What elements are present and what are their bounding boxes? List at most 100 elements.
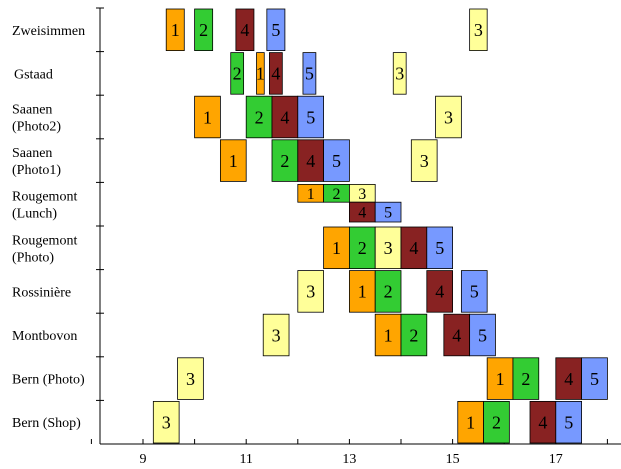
bar-label: 4 (280, 107, 289, 127)
bar-label: 3 (395, 64, 404, 84)
bar-group-1 (323, 226, 350, 269)
bar-label: 5 (590, 369, 599, 389)
bar-group-2 (400, 313, 428, 357)
bar-group-5 (469, 313, 496, 357)
bar-group-1 (219, 139, 247, 182)
bar-label: 5 (305, 64, 314, 84)
bar-label: 4 (564, 369, 573, 389)
bar-label: 1 (496, 369, 505, 389)
bar-label: 3 (162, 413, 171, 433)
bar-label: 2 (492, 413, 501, 433)
bar-group-2 (245, 95, 273, 139)
category-label: Bern (Photo) (12, 373, 85, 388)
y-axis: Zweisimmen Gstaad Saanen (Photo2) Saanen (Pho… (12, 7, 104, 444)
category-label-line: Saanen (12, 146, 52, 161)
category-label: Bern (Shop) (12, 416, 81, 431)
bar-label: 1 (307, 186, 315, 203)
bar-label: 2 (409, 325, 418, 345)
bar-group-4 (235, 8, 255, 51)
category-label-line: Rougemont (12, 190, 77, 205)
bar-group-3 (177, 357, 204, 400)
category-label-line: (Photo) (12, 250, 54, 265)
category-label-line: Rougemont (12, 233, 77, 248)
category-label-line: (Photo2) (12, 120, 61, 135)
bar-group-1 (256, 52, 265, 95)
bar-group-2 (271, 139, 299, 182)
bar-label: 4 (435, 282, 444, 302)
bar-group-5 (581, 357, 608, 400)
bar-group-4 (555, 357, 582, 400)
bar-label: 4 (271, 64, 280, 84)
bar-label: 3 (358, 186, 366, 203)
bar-group-2 (512, 357, 540, 400)
bar-label: 4 (409, 238, 418, 258)
x-tick-label: 17 (549, 452, 563, 467)
bar-group-1 (194, 95, 221, 139)
bar-label: 4 (240, 20, 249, 40)
bar-label: 1 (466, 413, 475, 433)
bar-group-2 (348, 226, 376, 269)
x-tick-label: 11 (239, 452, 252, 467)
bar-label: 5 (564, 413, 573, 433)
bar-group-5 (323, 139, 350, 182)
bar-label: 3 (186, 369, 195, 389)
bar-group-3 (435, 95, 462, 139)
bar-label: 3 (444, 107, 453, 127)
bar-group-4 (529, 400, 557, 444)
bar-group-4 (297, 139, 324, 182)
category-label-line: Bern (Photo) (12, 373, 85, 388)
bar-group-1 (486, 357, 514, 400)
bar-label: 2 (333, 186, 341, 203)
bar-label: 5 (478, 325, 487, 345)
bar-group-3 (297, 270, 324, 313)
bar-group-1 (348, 270, 376, 313)
bar-label: 1 (332, 238, 341, 258)
bar-label: 2 (199, 20, 208, 40)
bar-label: 3 (272, 325, 281, 345)
bar-group-1 (165, 8, 185, 51)
bar-label: 2 (255, 107, 264, 127)
bar-group-4 (426, 270, 453, 313)
x-tick-label: 9 (140, 452, 147, 467)
bar-label: 1 (384, 325, 393, 345)
bar-label: 5 (435, 238, 444, 258)
bar-group-2 (374, 270, 402, 313)
bar-label: 1 (256, 64, 265, 84)
bar-group-3 (262, 313, 290, 357)
category-label-line: (Photo1) (12, 163, 61, 178)
category-label: Saanen (Photo2) (12, 103, 61, 135)
bar-label: 1 (203, 107, 212, 127)
bar-label: 5 (332, 151, 341, 171)
bar-label: 5 (306, 107, 315, 127)
bar-label: 5 (384, 205, 392, 222)
bar-group-3 (392, 52, 407, 95)
bar-group-2 (194, 8, 214, 51)
bar-label: 5 (271, 20, 280, 40)
bar-label: 3 (474, 20, 483, 40)
bar-group-4 (400, 226, 428, 269)
bar-group-3 (152, 400, 180, 444)
bar-label: 2 (384, 282, 393, 302)
bar-group-3 (374, 226, 402, 269)
category-label-line: Gstaad (14, 67, 53, 82)
bar-label: 2 (280, 151, 289, 171)
bar-label: 4 (452, 325, 461, 345)
x-tick-label: 13 (342, 452, 356, 467)
x-axis: 9 11 13 15 17 (90, 439, 621, 467)
bar-label: 1 (171, 20, 180, 40)
bar-label: 1 (358, 282, 367, 302)
category-label: Montbovon (12, 329, 77, 344)
bar-label: 3 (306, 282, 315, 302)
bar-label: 3 (384, 238, 393, 258)
bar-group-4 (269, 52, 283, 95)
category-label: Rougemont (Photo) (12, 233, 77, 265)
bar-group-5 (297, 95, 324, 139)
category-label-line: Rossinière (12, 285, 71, 300)
bars: 1111111111222222222233333333334444444444… (152, 8, 608, 444)
bar-group-5 (555, 400, 582, 444)
bar-label: 2 (358, 238, 367, 258)
bar-label: 2 (233, 64, 242, 84)
bar-group-4 (271, 95, 299, 139)
